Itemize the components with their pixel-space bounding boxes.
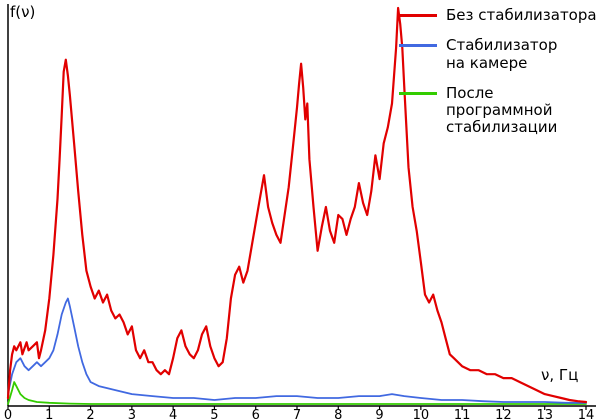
legend-item-no-stabilizer: Без стабилизатора — [399, 6, 600, 24]
legend-label-line: Стабилизатор — [446, 36, 558, 55]
y-axis-label: f(ν) — [10, 3, 36, 21]
x-tick-label: 0 — [4, 408, 12, 420]
x-axis-label: ν, Гц — [541, 366, 579, 384]
legend-label-camera-stabilizer: Стабилизатор на камере — [446, 36, 558, 72]
legend-swatch-red-line — [399, 14, 437, 17]
series-line-1 — [7, 297, 587, 404]
legend-swatch-green-line — [399, 91, 437, 95]
x-tick-label: 5 — [210, 408, 218, 420]
series-line-2 — [7, 381, 587, 405]
legend-label-line: Без стабилизатора — [446, 6, 597, 24]
legend-item-camera-stabilizer: Стабилизатор на камере — [399, 36, 600, 72]
x-tick-label: 7 — [293, 408, 301, 420]
legend-label-software-stabilization: После программной стабилизации — [446, 83, 600, 137]
legend-label-line: на камере — [446, 53, 528, 72]
x-tick-label: 12 — [495, 408, 512, 420]
x-tick-label: 1 — [45, 408, 53, 420]
x-tick-label: 3 — [128, 408, 136, 420]
x-tick-label: 14 — [578, 408, 595, 420]
legend: Без стабилизатора Стабилизатор на камере… — [399, 6, 600, 137]
x-tick-label: 2 — [86, 408, 94, 420]
x-tick-label: 11 — [454, 408, 471, 420]
x-tick-label: 6 — [252, 408, 260, 420]
x-tick-label: 9 — [375, 408, 383, 420]
x-tick-label: 4 — [169, 408, 177, 420]
legend-swatch-blue-line — [399, 44, 437, 48]
x-tick-label: 8 — [334, 408, 342, 420]
legend-label-no-stabilizer: Без стабилизатора — [446, 6, 597, 24]
series-line-0 — [6, 6, 588, 404]
legend-item-software-stabilization: После программной стабилизации — [399, 83, 600, 137]
legend-label-line: После программной — [446, 83, 553, 119]
x-tick-label: 10 — [413, 408, 430, 420]
x-tick-label: 13 — [536, 408, 553, 420]
legend-label-line: стабилизации — [446, 118, 558, 137]
